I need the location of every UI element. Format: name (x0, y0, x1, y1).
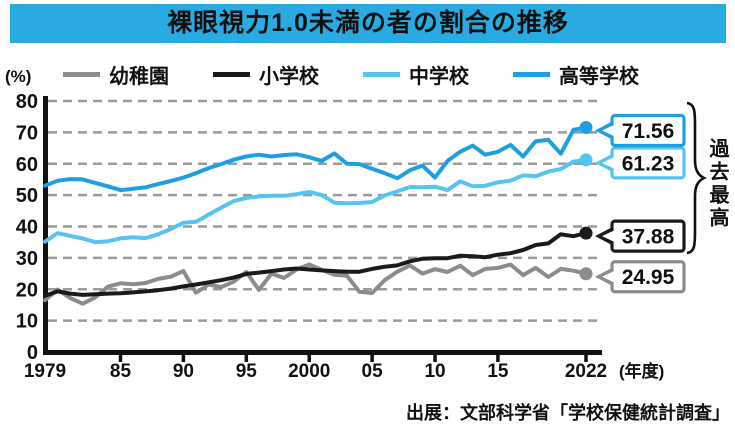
y-tick-label-80: 80 (16, 91, 38, 113)
callout-tail-inner-elementary (602, 229, 617, 244)
x-tick-label-1979: 1979 (24, 361, 66, 382)
x-tick-1985 (118, 354, 123, 362)
legend-label-high-school: 高等学校 (559, 65, 639, 88)
series-line-junior-high (43, 157, 588, 245)
y-tick-label-20: 20 (16, 279, 38, 301)
legend-swatch-junior-high (363, 71, 400, 77)
legend-swatch-kindergarten (63, 71, 100, 77)
y-tick-label-10: 10 (16, 311, 38, 333)
legend-swatch-elementary (213, 71, 250, 77)
record-high-brace (686, 101, 707, 255)
x-tick-2005 (370, 354, 374, 362)
x-tick-2010 (433, 354, 437, 362)
x-tick-label-2005: 05 (362, 361, 384, 382)
callout-value-kindergarten: 24.95 (622, 266, 675, 289)
y-tick-label-70: 70 (16, 122, 38, 144)
series-line-high-school (43, 125, 588, 193)
x-tick-label-1990: 90 (173, 361, 194, 382)
y-axis (43, 96, 48, 354)
x-tick-label-2010: 10 (424, 361, 445, 382)
source-credit: 出展：文部科学省「学校保健統計調査」 (406, 403, 730, 423)
y-tick-label-0: 0 (27, 342, 38, 364)
legend-swatch-high-school (513, 71, 550, 77)
x-tick-label-2022: 2022 (565, 361, 607, 382)
callout-tail-inner-junior-high (602, 155, 617, 170)
legend-label-junior-high: 中学校 (409, 65, 469, 88)
callout-value-high-school: 71.56 (622, 120, 675, 143)
callout-tail-inner-high-school (602, 123, 617, 138)
y-tick-label-40: 40 (16, 217, 38, 239)
x-tick-1995 (244, 354, 249, 362)
end-dot-junior-high (579, 153, 593, 167)
x-axis (43, 350, 602, 355)
y-axis-unit-label: (%) (5, 67, 32, 86)
legend-item-high-school: 高等学校 (513, 60, 639, 89)
x-tick-2022 (584, 354, 588, 362)
x-tick-label-1995: 95 (236, 361, 258, 382)
y-tick-label-60: 60 (16, 154, 38, 176)
legend-label-kindergarten: 幼稚園 (109, 65, 169, 88)
callout-value-elementary: 37.88 (622, 226, 675, 249)
chart-title: 裸眼視力1.0未満の者の割合の推移 (10, 4, 726, 43)
series-line-kindergarten (43, 262, 588, 306)
x-tick-label-1985: 85 (110, 361, 132, 382)
x-tick-label-2015: 15 (487, 361, 509, 382)
x-tick-2015 (496, 354, 500, 362)
end-dot-high-school (579, 120, 593, 134)
record-high-label: 過去最高 (706, 138, 728, 230)
callout-tail-inner-kindergarten (602, 269, 617, 284)
series-line-elementary (43, 231, 588, 298)
end-dot-elementary (579, 226, 593, 240)
legend: 幼稚園 小学校 中学校 高等学校 (63, 60, 639, 89)
x-tick-label-2000: 2000 (288, 361, 330, 382)
y-tick-label-50: 50 (16, 185, 38, 207)
x-axis-unit: (年度) (619, 361, 664, 381)
legend-label-elementary: 小学校 (259, 65, 319, 88)
legend-item-elementary: 小学校 (213, 60, 319, 89)
x-tick-2000 (307, 354, 311, 362)
legend-item-junior-high: 中学校 (363, 60, 469, 89)
legend-item-kindergarten: 幼稚園 (63, 60, 169, 89)
y-tick-label-30: 30 (16, 248, 38, 270)
x-tick-1990 (181, 354, 186, 362)
end-dot-kindergarten (579, 267, 593, 281)
callout-value-junior-high: 61.23 (622, 152, 675, 175)
